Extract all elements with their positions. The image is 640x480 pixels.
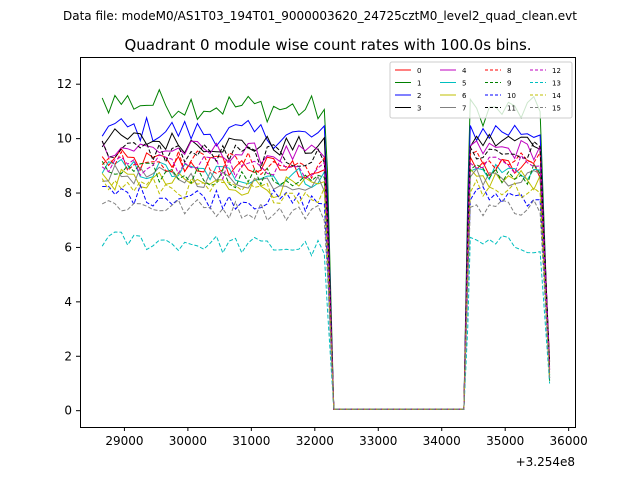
legend-label: 2 [417,92,421,100]
series-line-14 [101,176,551,410]
x-axis: 29000 30000 31000 32000 33000 34000 35000 36000 [105,427,588,448]
series-line-5 [101,158,551,410]
x-tick-label: 30000 [169,434,207,448]
x-tick-label: 29000 [105,434,143,448]
legend-label: 15 [552,105,561,113]
legend-label: 11 [507,105,516,113]
legend-label: 8 [507,67,511,75]
series-line-12 [101,154,551,410]
chart-title: Quadrant 0 module wise count rates with … [124,36,531,54]
series-line-7 [102,163,551,410]
x-tick-label: 32000 [296,434,334,448]
y-axis: 0 2 4 6 8 10 12 [57,77,80,418]
series-line-2 [101,115,551,410]
series-line-13 [101,231,551,410]
y-tick-label: 10 [57,132,72,146]
x-tick-label: 34000 [423,434,461,448]
legend-label: 13 [552,80,561,88]
x-offset-text: +3.254e8 [516,455,575,469]
legend-label: 10 [507,92,516,100]
legend-label: 3 [417,105,421,113]
legend-label: 12 [552,67,561,75]
y-tick-label: 2 [64,349,72,363]
series-line-10 [102,183,551,410]
series-line-3 [101,128,551,410]
legend-label: 5 [462,80,466,88]
series-line-11 [101,140,551,410]
legend-box [389,61,573,119]
y-tick-label: 6 [64,240,72,254]
legend-label: 4 [462,67,467,75]
chart-suptitle: Data file: modeM0/AS1T03_194T01_90000036… [63,9,577,23]
series-line-15 [101,198,551,410]
legend-label: 6 [462,92,467,100]
y-tick-label: 12 [57,77,72,91]
legend-label: 9 [507,80,511,88]
x-tick-label: 36000 [550,434,588,448]
plot-lines [101,88,551,410]
plot-frame [80,57,576,428]
legend-label: 7 [462,105,466,113]
legend-label: 14 [552,92,561,100]
y-tick-label: 4 [64,295,72,309]
x-tick-label: 33000 [359,434,397,448]
legend-label: 0 [417,67,421,75]
legend-label: 1 [417,80,421,88]
x-tick-label: 31000 [232,434,270,448]
series-line-9 [101,160,551,410]
y-tick-label: 8 [64,186,72,200]
x-tick-label: 35000 [486,434,524,448]
y-tick-label: 0 [64,404,72,418]
